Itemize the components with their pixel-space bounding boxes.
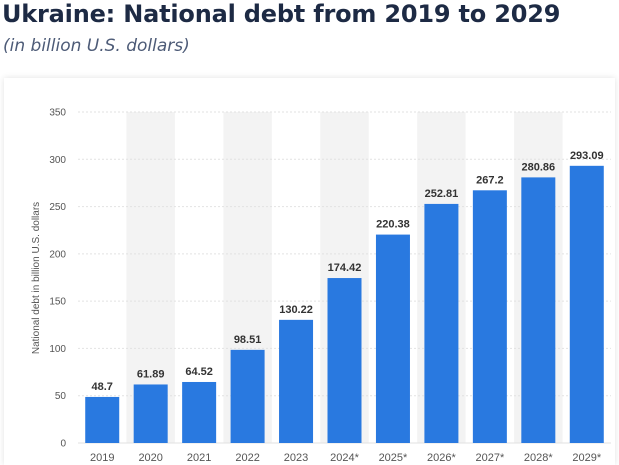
x-tick-label: 2020 bbox=[138, 452, 162, 464]
x-axis-ticks: 2019 2020 2021 2022 2023 2024* 2025* 2026* 2027*… bbox=[90, 452, 602, 464]
data-label: 220.38 bbox=[376, 219, 410, 231]
data-label: 64.52 bbox=[185, 366, 213, 378]
bar[interactable] bbox=[424, 203, 459, 443]
y-tick-label: 100 bbox=[49, 344, 66, 355]
page-subtitle: (in billion U.S. dollars) bbox=[3, 36, 190, 56]
page-title: Ukraine: National debt from 2019 to 2029 bbox=[2, 0, 561, 28]
y-tick-label: 200 bbox=[49, 249, 66, 260]
x-tick-label: 2019 bbox=[90, 452, 114, 464]
x-tick-label: 2028* bbox=[524, 452, 553, 464]
bar[interactable] bbox=[521, 177, 556, 443]
bar[interactable] bbox=[85, 396, 120, 443]
y-axis-label: National debt in billion U.S. dollars bbox=[31, 202, 42, 354]
y-tick-label: 0 bbox=[60, 439, 66, 450]
bar[interactable] bbox=[133, 384, 168, 443]
data-label: 293.09 bbox=[570, 150, 604, 162]
x-tick-label: 2023 bbox=[284, 452, 308, 464]
data-label: 98.51 bbox=[234, 334, 262, 346]
bar[interactable] bbox=[327, 278, 362, 443]
y-tick-label: 150 bbox=[49, 297, 66, 308]
y-tick-label: 250 bbox=[49, 202, 66, 213]
x-tick-label: 2027* bbox=[475, 452, 504, 464]
y-tick-label: 350 bbox=[49, 108, 66, 119]
data-label: 267.2 bbox=[476, 174, 504, 186]
x-tick-label: 2024* bbox=[330, 452, 359, 464]
x-tick-label: 2021 bbox=[187, 452, 211, 464]
bar[interactable] bbox=[472, 190, 507, 443]
y-axis-ticks: 0 50 100 150 200 250 300 350 bbox=[49, 108, 66, 450]
data-label: 280.86 bbox=[521, 161, 555, 173]
data-labels: 48.7 61.89 64.52 98.51 130.22 174.42 220.38 252… bbox=[92, 150, 604, 393]
x-tick-label: 2026* bbox=[427, 452, 456, 464]
bars bbox=[85, 165, 604, 443]
data-label: 174.42 bbox=[328, 262, 362, 274]
x-tick-label: 2025* bbox=[379, 452, 408, 464]
data-label: 130.22 bbox=[279, 304, 313, 316]
y-tick-label: 50 bbox=[55, 391, 67, 402]
y-tick-label: 300 bbox=[49, 155, 66, 166]
x-tick-label: 2029* bbox=[572, 452, 601, 464]
bar[interactable] bbox=[375, 234, 410, 443]
x-tick-label: 2022 bbox=[235, 452, 259, 464]
bar[interactable] bbox=[182, 381, 217, 443]
bar[interactable] bbox=[230, 349, 265, 443]
data-label: 252.81 bbox=[425, 188, 459, 200]
bar[interactable] bbox=[569, 165, 604, 443]
data-label: 61.89 bbox=[137, 368, 165, 380]
bar[interactable] bbox=[279, 319, 314, 443]
data-label: 48.7 bbox=[92, 381, 113, 393]
